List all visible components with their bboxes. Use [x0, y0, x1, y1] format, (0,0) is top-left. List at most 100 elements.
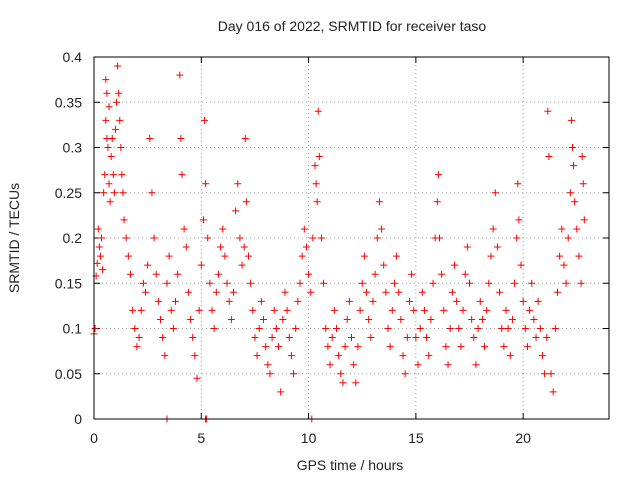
data-point [418, 288, 426, 296]
data-point [93, 259, 101, 267]
data-point [176, 71, 184, 79]
x-tick-label: 10 [301, 430, 317, 446]
data-point [506, 352, 514, 360]
data-point [126, 270, 134, 278]
data-point [144, 261, 152, 269]
data-point [107, 153, 115, 161]
data-point [91, 325, 99, 332]
data-point [101, 171, 109, 179]
data-point [446, 325, 454, 332]
data-point [485, 279, 493, 287]
data-point [468, 315, 476, 323]
data-point [403, 334, 411, 342]
data-point [455, 325, 463, 332]
data-point [247, 279, 255, 287]
x-tick-label: 15 [408, 430, 424, 446]
data-point [111, 125, 119, 133]
data-point [169, 325, 177, 332]
y-tick-label: 0.3 [63, 140, 83, 156]
data-point [369, 297, 377, 305]
data-point [378, 225, 386, 233]
data-point [523, 343, 531, 351]
data-point [393, 252, 401, 260]
data-point [578, 153, 586, 161]
data-point [483, 306, 491, 314]
data-point [489, 225, 497, 233]
data-point [549, 388, 557, 396]
data-point [167, 306, 175, 314]
data-point [386, 343, 394, 351]
data-point [434, 171, 442, 179]
plot-frame [93, 56, 610, 420]
data-point [566, 189, 574, 197]
data-point [100, 189, 108, 197]
data-point [96, 252, 104, 260]
data-point [184, 288, 192, 296]
data-point [326, 361, 334, 369]
data-point [257, 297, 265, 305]
data-point [547, 370, 555, 378]
data-point [195, 306, 203, 314]
data-point [528, 279, 536, 287]
data-point [358, 279, 366, 287]
data-point [513, 234, 521, 242]
data-point [470, 334, 478, 342]
data-point [152, 270, 160, 278]
y-tick-label: 0.1 [63, 321, 83, 337]
data-point [343, 315, 351, 323]
data-point [416, 325, 424, 332]
data-point [117, 144, 125, 151]
data-point [172, 297, 180, 305]
data-point [217, 243, 225, 251]
data-point [511, 279, 519, 287]
data-point [335, 352, 343, 360]
data-point [305, 270, 313, 278]
data-point [159, 334, 167, 342]
data-point [562, 279, 570, 287]
data-point [401, 370, 409, 378]
data-point [221, 252, 229, 260]
data-point [313, 198, 321, 206]
data-point [532, 334, 540, 342]
data-point [451, 261, 458, 269]
data-point [500, 343, 508, 351]
data-point [397, 315, 405, 323]
data-point [189, 334, 197, 342]
data-point [249, 306, 257, 314]
data-point [440, 306, 448, 314]
y-tick-label: 0.35 [55, 94, 82, 110]
data-point [314, 107, 322, 115]
y-tick-label: 0.25 [55, 185, 82, 201]
data-point [474, 325, 482, 332]
data-point [429, 279, 437, 287]
data-point [129, 306, 137, 314]
data-point [245, 252, 252, 260]
data-point [380, 261, 388, 269]
y-axis-label: SRMTID / TECUs [6, 183, 22, 293]
data-point [408, 270, 416, 278]
data-point [554, 288, 561, 296]
data-point [493, 243, 501, 251]
data-point [472, 361, 480, 369]
data-point [337, 370, 345, 378]
data-point [309, 234, 317, 242]
data-point [277, 388, 285, 396]
data-point [165, 252, 173, 260]
data-point [367, 334, 375, 342]
data-point [193, 374, 201, 382]
data-point [453, 297, 461, 305]
data-point [268, 334, 276, 342]
data-point [122, 234, 130, 242]
data-point [567, 116, 575, 124]
data-point [541, 370, 549, 378]
data-point [177, 134, 185, 142]
data-point [103, 89, 111, 97]
data-point [191, 352, 199, 360]
data-point [300, 225, 308, 233]
data-point [163, 279, 171, 287]
data-point [157, 315, 165, 323]
data-point [365, 315, 373, 323]
data-point [227, 315, 235, 323]
data-point [580, 216, 588, 224]
x-tick-label: 0 [90, 430, 98, 446]
